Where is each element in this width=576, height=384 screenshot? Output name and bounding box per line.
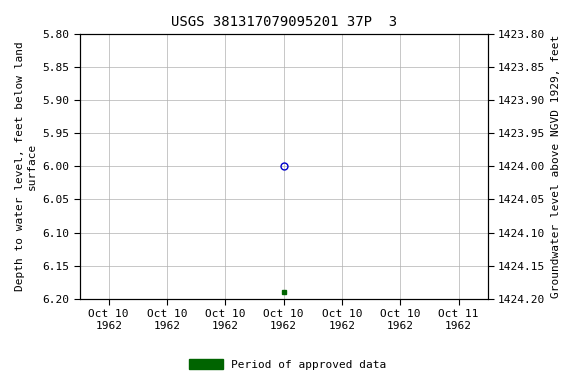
Title: USGS 381317079095201 37P  3: USGS 381317079095201 37P 3 (170, 15, 397, 29)
Legend: Period of approved data: Period of approved data (185, 355, 391, 375)
Y-axis label: Groundwater level above NGVD 1929, feet: Groundwater level above NGVD 1929, feet (551, 35, 561, 298)
Y-axis label: Depth to water level, feet below land
surface: Depth to water level, feet below land su… (15, 41, 37, 291)
